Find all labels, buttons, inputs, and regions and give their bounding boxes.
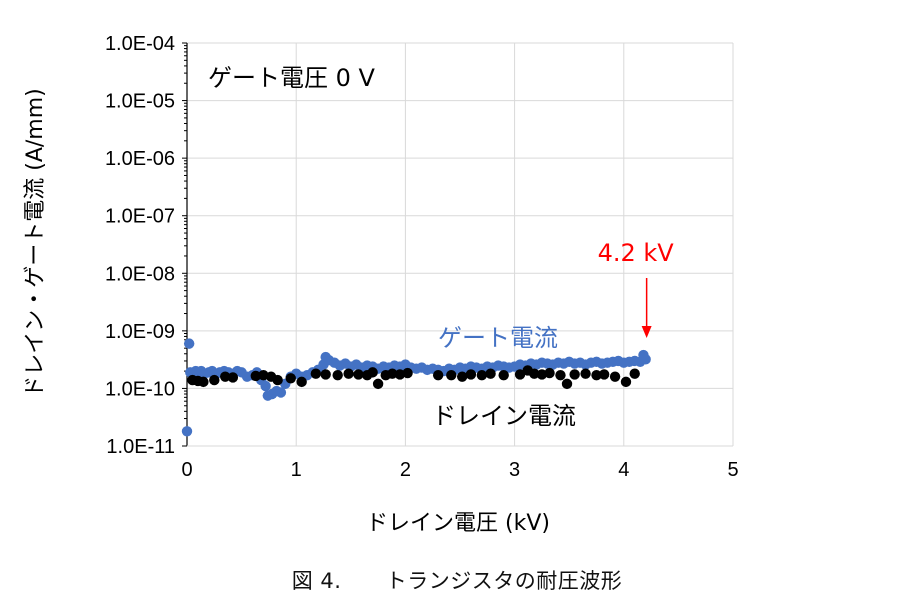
gate-current-point xyxy=(183,338,195,349)
figure-caption: 図 4. トランジスタの耐圧波形 xyxy=(0,565,914,595)
drain-current-point xyxy=(432,369,444,381)
gate-current-point xyxy=(640,354,651,365)
drain-current-point xyxy=(296,376,307,388)
x-tick-labels: 0 1 2 3 4 5 xyxy=(181,459,738,481)
x-tick-label: 2 xyxy=(400,459,411,481)
drain-current-point xyxy=(343,368,354,379)
drain-current-point xyxy=(580,368,591,379)
drain-current-label: ドレイン電流 xyxy=(432,402,576,430)
drain-current-point xyxy=(529,368,540,379)
drain-current-point xyxy=(456,371,468,382)
drain-current-point xyxy=(198,376,209,388)
x-tick-label: 4 xyxy=(618,459,629,481)
x-tick-label: 5 xyxy=(727,459,738,481)
drain-current-point xyxy=(514,369,526,380)
drain-current-point xyxy=(485,368,496,379)
breakdown-voltage-label: 4.2 kV xyxy=(598,239,675,267)
drain-current-point xyxy=(310,368,322,379)
drain-current-point xyxy=(285,373,296,384)
y-tick-label: 1.0E-08 xyxy=(105,263,175,285)
drain-current-point xyxy=(250,370,261,382)
gate-current-label: ゲート電流 xyxy=(438,324,558,352)
y-tick-label: 1.0E-04 xyxy=(105,33,175,55)
breakdown-arrow xyxy=(641,278,652,338)
gate-current-point xyxy=(275,387,287,398)
y-axis-title: ドレイン・ゲート電流 (A/mm) xyxy=(23,88,48,397)
drain-current-point xyxy=(227,372,239,383)
x-tick-label: 3 xyxy=(509,459,520,481)
y-tick-labels: 1.0E-11 1.0E-10 1.0E-09 1.0E-08 1.0E-07 1.0E-… xyxy=(105,33,175,458)
drain-current-point xyxy=(372,378,384,390)
drain-current-point xyxy=(272,374,283,386)
gate-voltage-condition-label: ゲート電圧 0 V xyxy=(208,64,376,92)
y-tick-label: 1.0E-06 xyxy=(105,148,175,170)
drain-current-point xyxy=(220,371,231,382)
drain-current-point xyxy=(598,369,610,380)
x-tick-label: 0 xyxy=(181,459,192,481)
y-tick-label: 1.0E-07 xyxy=(105,206,175,228)
breakdown-arrow-head xyxy=(641,326,652,338)
drain-current-point xyxy=(609,371,621,382)
axes xyxy=(182,42,733,447)
y-tick-label: 1.0E-09 xyxy=(105,321,175,343)
drain-current-point xyxy=(446,369,457,381)
drain-current-point xyxy=(209,374,220,386)
drain-current-point xyxy=(569,369,580,380)
x-axis-title: ドレイン電圧 (kV) xyxy=(366,511,550,536)
drain-current-point xyxy=(367,367,378,378)
drain-current-point xyxy=(465,369,477,380)
figure-caption-text: トランジスタの耐圧波形 xyxy=(385,569,623,593)
drain-current-point xyxy=(629,368,640,379)
chart: 1.0E-11 1.0E-10 1.0E-09 1.0E-08 1.0E-07 1.0E-… xyxy=(23,33,739,536)
figure-number: 図 4. xyxy=(291,569,342,593)
y-tick-label: 1.0E-10 xyxy=(105,378,175,400)
drain-current-point xyxy=(332,369,343,381)
drain-current-point xyxy=(387,368,398,379)
drain-current-series xyxy=(187,365,640,390)
grid-lines xyxy=(187,42,734,446)
y-tick-label: 1.0E-05 xyxy=(105,91,175,113)
drain-current-point xyxy=(620,376,632,388)
drain-current-point xyxy=(320,369,331,380)
drain-current-point xyxy=(353,369,364,380)
drain-current-point xyxy=(498,369,509,381)
y-tick-label: 1.0E-11 xyxy=(106,436,175,458)
gate-current-point xyxy=(260,380,271,392)
drain-current-point xyxy=(544,367,555,379)
drain-current-point xyxy=(402,367,413,379)
drain-current-point xyxy=(591,369,602,381)
gate-current-point xyxy=(181,426,193,437)
drain-current-point xyxy=(555,369,566,381)
gate-current-series xyxy=(181,338,651,437)
x-tick-label: 1 xyxy=(291,459,302,481)
drain-current-point xyxy=(476,369,488,381)
drain-current-point xyxy=(561,378,573,390)
